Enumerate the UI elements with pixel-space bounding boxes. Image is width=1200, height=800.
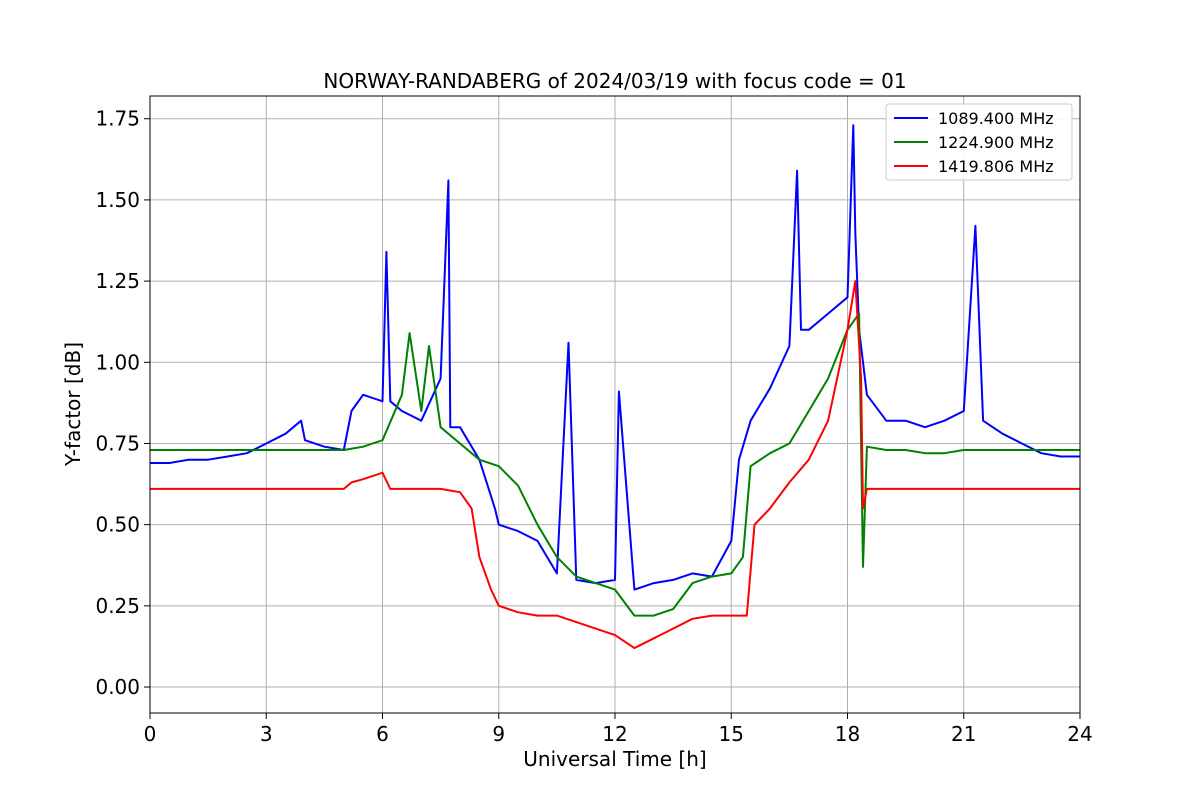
x-tick-label: 18 bbox=[835, 722, 860, 746]
legend-box bbox=[885, 103, 1073, 181]
y-axis-label: Y-factor [dB] bbox=[61, 342, 85, 467]
series-line-2 bbox=[150, 312, 1080, 617]
x-tick-label: 6 bbox=[376, 722, 389, 746]
y-tick-label: 0.75 bbox=[95, 431, 140, 455]
y-tick-label: 1.25 bbox=[95, 269, 140, 293]
x-tick-label: 0 bbox=[144, 722, 157, 746]
y-tick-label: 1.00 bbox=[95, 350, 140, 374]
x-tick-label: 21 bbox=[951, 722, 976, 746]
x-tick-label: 3 bbox=[260, 722, 273, 746]
series-line-1 bbox=[150, 124, 1080, 591]
series-layer bbox=[150, 124, 1080, 650]
legend-label-2: 1224.900 MHz bbox=[938, 133, 1054, 152]
x-tick-label: 15 bbox=[719, 722, 744, 746]
chart-title: NORWAY-RANDABERG of 2024/03/19 with focu… bbox=[323, 69, 906, 93]
series-line-3 bbox=[150, 280, 1080, 650]
x-tick-label: 9 bbox=[492, 722, 505, 746]
y-tick-label: 1.50 bbox=[95, 188, 140, 212]
tick-layer: 0 3 6 9 12 15 18 21 24 0.00 0.25 0.50 0.75 1.00 1.25 1.… bbox=[95, 107, 1092, 746]
x-axis-label: Universal Time [h] bbox=[523, 747, 706, 771]
y-tick-label: 0.50 bbox=[95, 513, 140, 537]
y-tick-label: 1.75 bbox=[95, 107, 140, 131]
legend-label-3: 1419.806 MHz bbox=[938, 157, 1054, 176]
x-tick-label: 24 bbox=[1067, 722, 1092, 746]
y-tick-label: 0.25 bbox=[95, 594, 140, 618]
legend: 1089.400 MHz 1224.900 MHz 1419.806 MHz bbox=[885, 103, 1073, 181]
legend-label-1: 1089.400 MHz bbox=[938, 109, 1054, 128]
x-tick-label: 12 bbox=[602, 722, 627, 746]
y-tick-label: 0.00 bbox=[95, 675, 140, 699]
